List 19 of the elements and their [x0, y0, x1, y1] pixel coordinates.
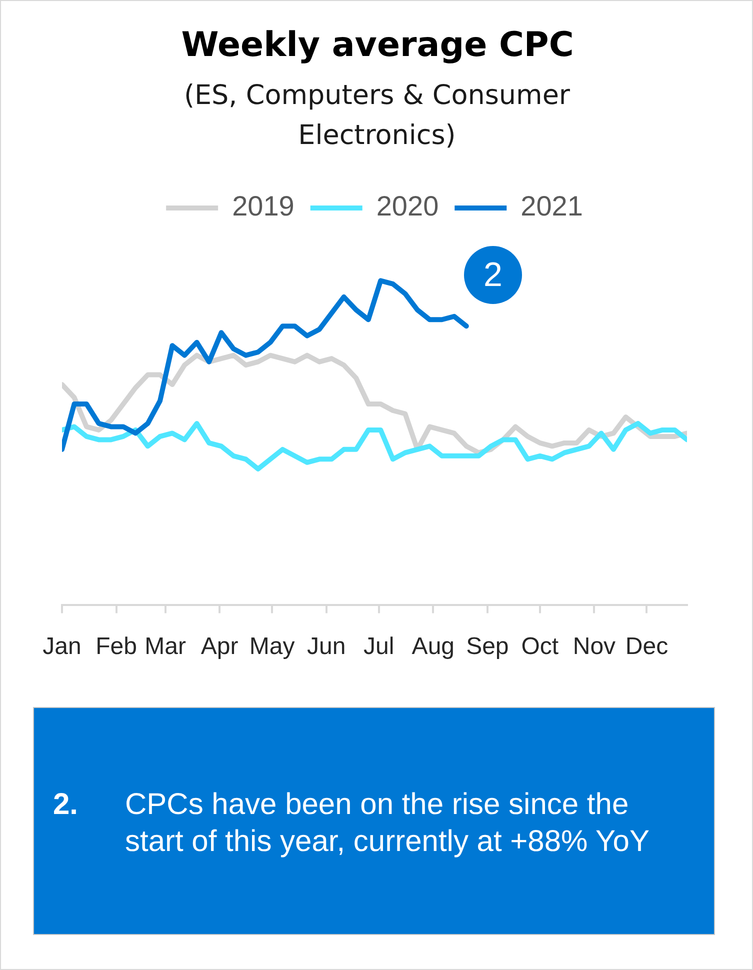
- x-tick-label: Apr: [200, 633, 238, 660]
- x-tick-label: Aug: [412, 633, 454, 660]
- legend-label: 2021: [520, 190, 583, 222]
- legend-label: 2019: [232, 190, 294, 222]
- x-tick-label: Jul: [364, 633, 394, 660]
- chart-subtitle: (ES, Computers & Consumer Electronics): [182, 79, 572, 153]
- x-tick-label: Sep: [466, 633, 509, 660]
- legend-label: 2020: [376, 190, 439, 222]
- x-tick-label: Feb: [96, 633, 137, 660]
- x-tick-label: Oct: [521, 633, 559, 660]
- x-tick-label: May: [249, 633, 295, 660]
- x-tick-label: Jun: [307, 633, 346, 660]
- note-panel: 2. CPCs have been on the rise since the start of this year, currently at +88% YoY: [33, 707, 715, 935]
- x-tick-label: Mar: [144, 633, 186, 660]
- x-tick-label: Jan: [42, 633, 82, 660]
- badge: 2: [464, 246, 522, 304]
- x-tick-label: Nov: [572, 633, 616, 660]
- x-tick-label: Dec: [625, 633, 668, 660]
- chart-title: Weekly average CPC: [180, 24, 575, 67]
